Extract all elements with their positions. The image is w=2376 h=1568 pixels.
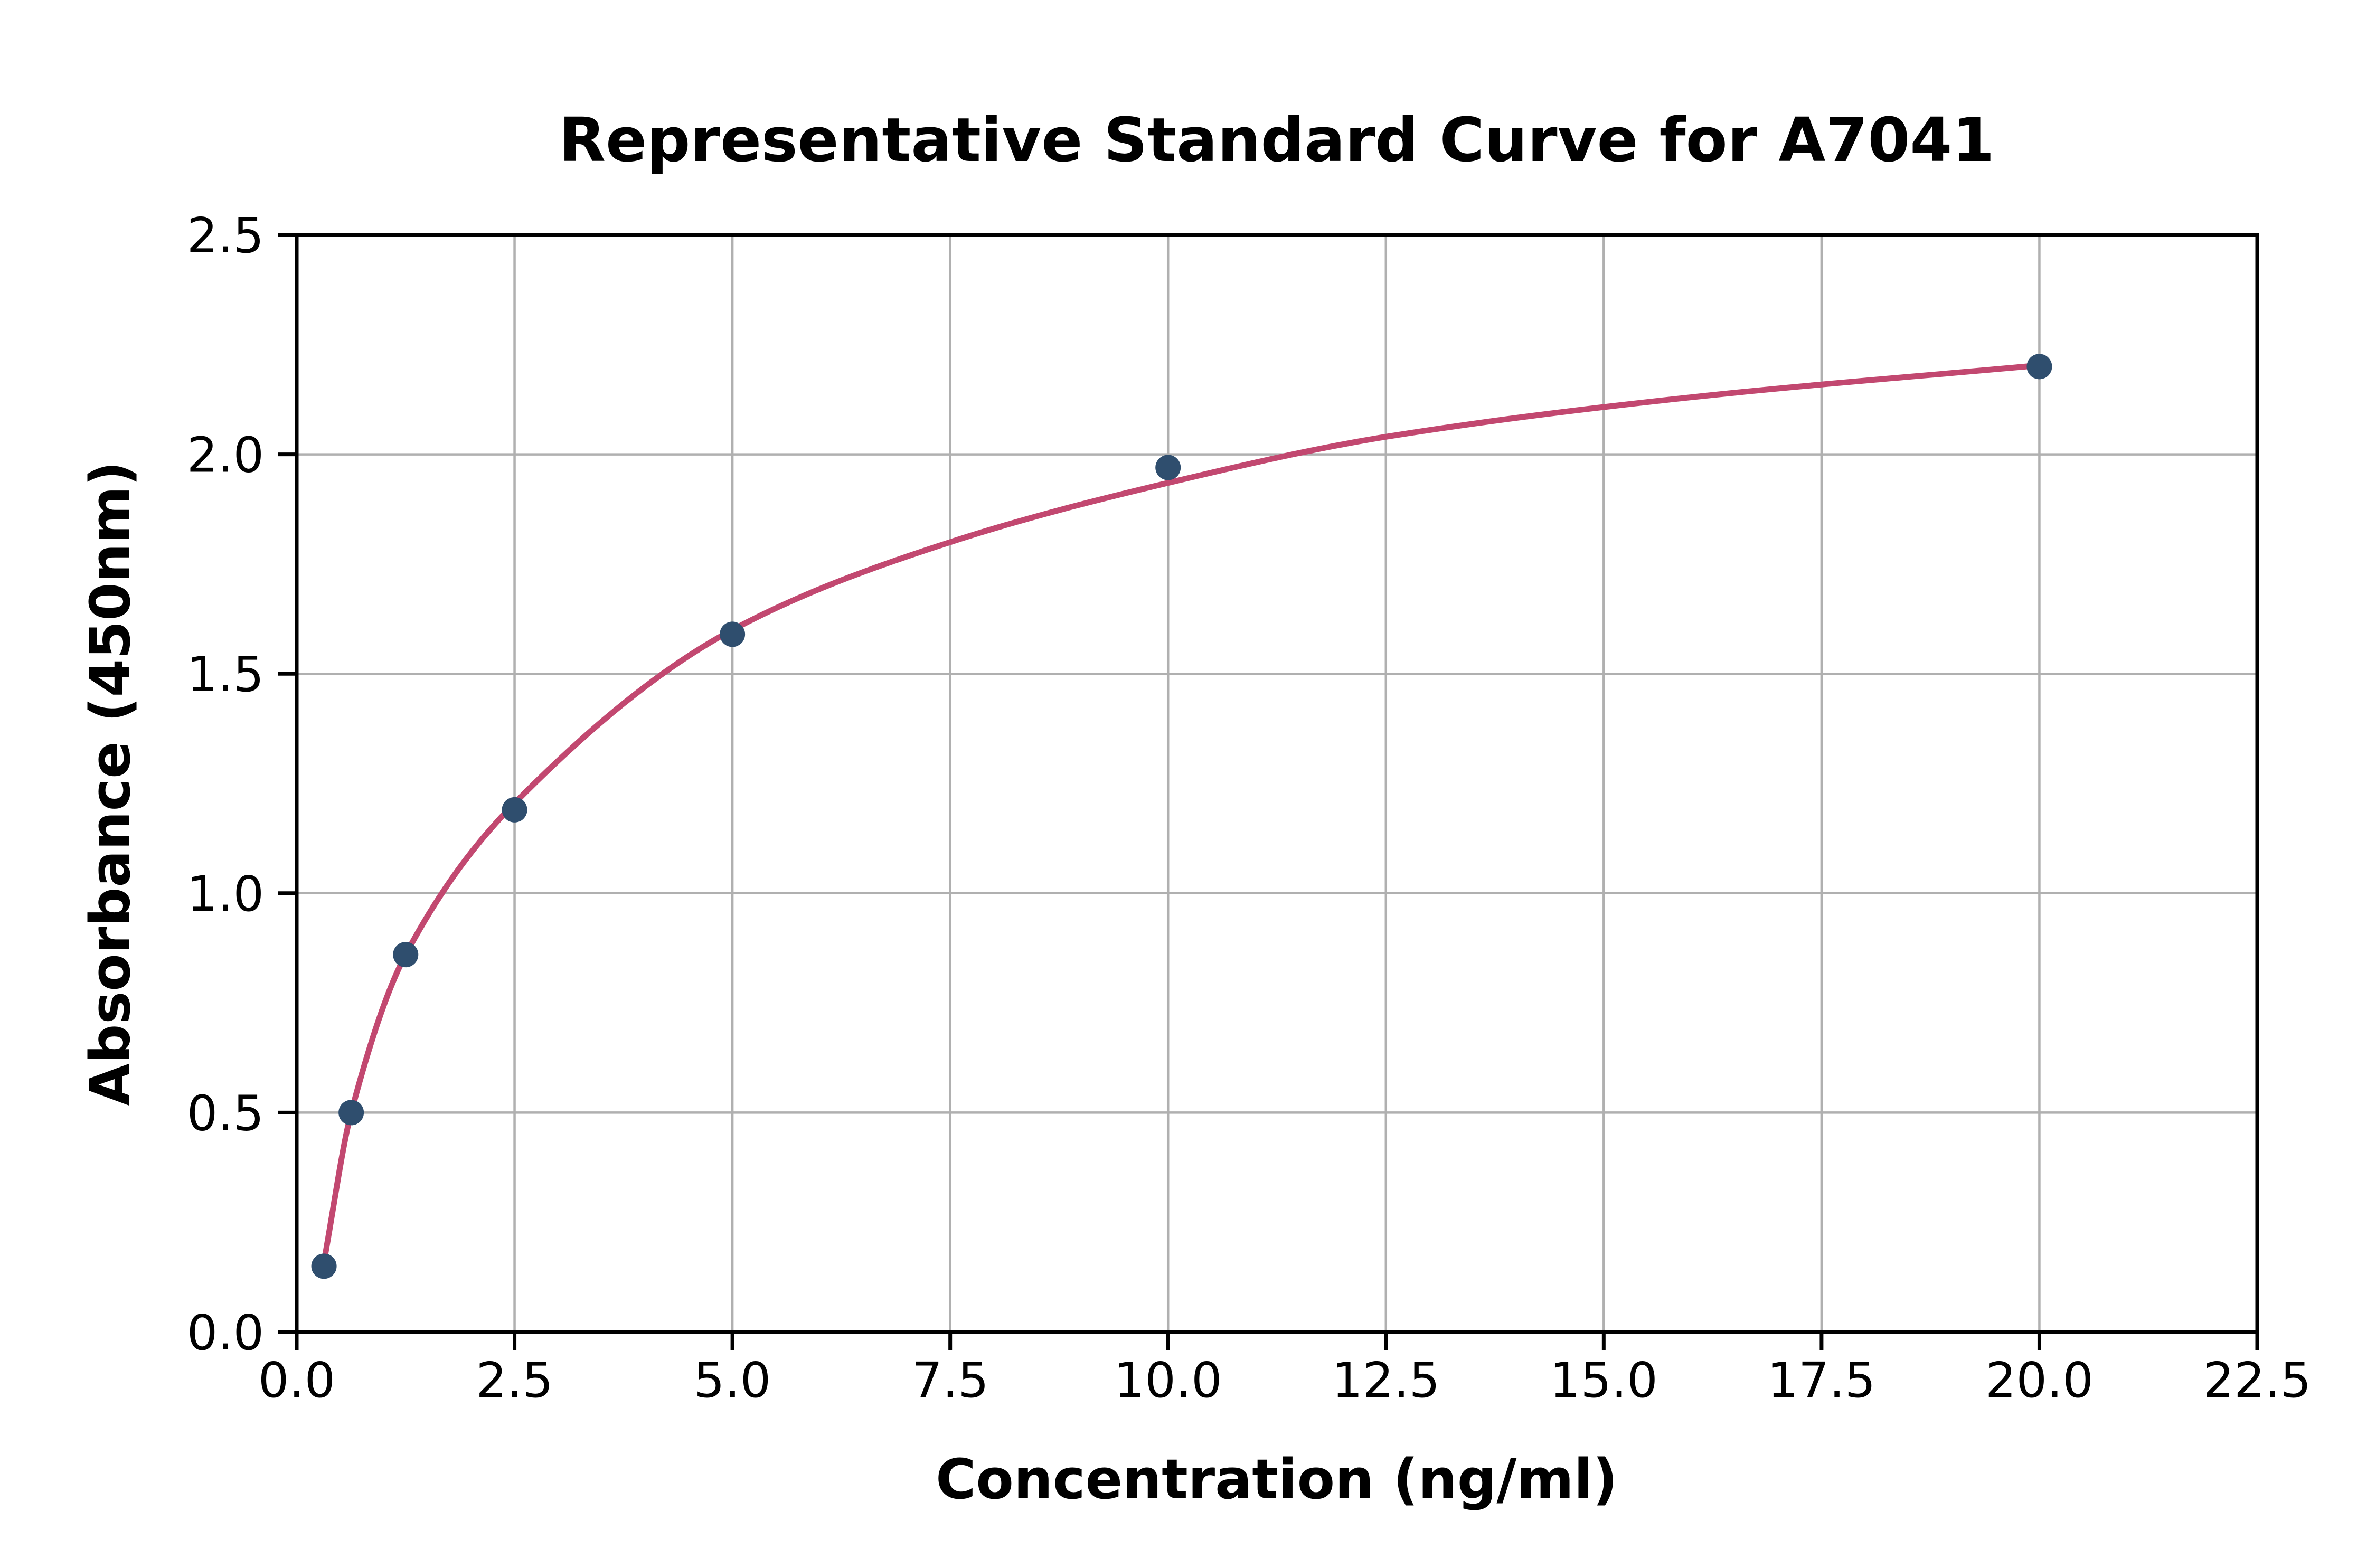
x-axis-label: Concentration (ng/ml) — [936, 1447, 1618, 1512]
data-point — [502, 797, 527, 823]
x-tick-label: 17.5 — [1767, 1352, 1875, 1409]
x-tick-label: 2.5 — [476, 1352, 553, 1409]
x-tick-label: 22.5 — [2203, 1352, 2312, 1409]
data-point — [2026, 354, 2052, 380]
y-tick-label: 1.0 — [187, 866, 264, 922]
x-tick-label: 7.5 — [912, 1352, 989, 1409]
chart-title: Representative Standard Curve for A7041 — [559, 105, 1995, 176]
plot-border — [295, 233, 2259, 1334]
x-tick-label: 15.0 — [1550, 1352, 1658, 1409]
y-tick-label: 0.5 — [187, 1085, 264, 1141]
data-point — [338, 1100, 364, 1126]
y-axis-label: Absorbance (450nm) — [78, 461, 143, 1106]
fitted-curve-line — [321, 362, 2042, 1265]
data-point — [1155, 455, 1181, 480]
x-tick-label: 5.0 — [694, 1352, 771, 1409]
data-point — [720, 621, 746, 647]
y-axis-tick-labels: 0.0 0.5 1.0 1.5 2.0 2.5 — [187, 207, 264, 1361]
y-tick-label: 2.0 — [187, 427, 264, 484]
x-tick-label: 12.5 — [1332, 1352, 1440, 1409]
tick-marks — [278, 233, 2259, 1350]
y-tick-label: 2.5 — [187, 207, 264, 264]
y-tick-label: 1.5 — [187, 646, 264, 703]
fit-curve-path — [321, 362, 2042, 1265]
x-tick-label: 10.0 — [1114, 1352, 1222, 1409]
data-points — [311, 354, 2052, 1279]
x-axis-tick-labels: 0.0 2.5 5.0 7.5 10.0 12.5 15.0 17.5 20.0 22.5 — [258, 1352, 2312, 1409]
data-point — [393, 942, 419, 968]
x-tick-label: 20.0 — [1985, 1352, 2094, 1409]
data-point — [311, 1253, 337, 1279]
y-tick-label: 0.0 — [187, 1305, 264, 1361]
x-tick-label: 0.0 — [258, 1352, 335, 1409]
